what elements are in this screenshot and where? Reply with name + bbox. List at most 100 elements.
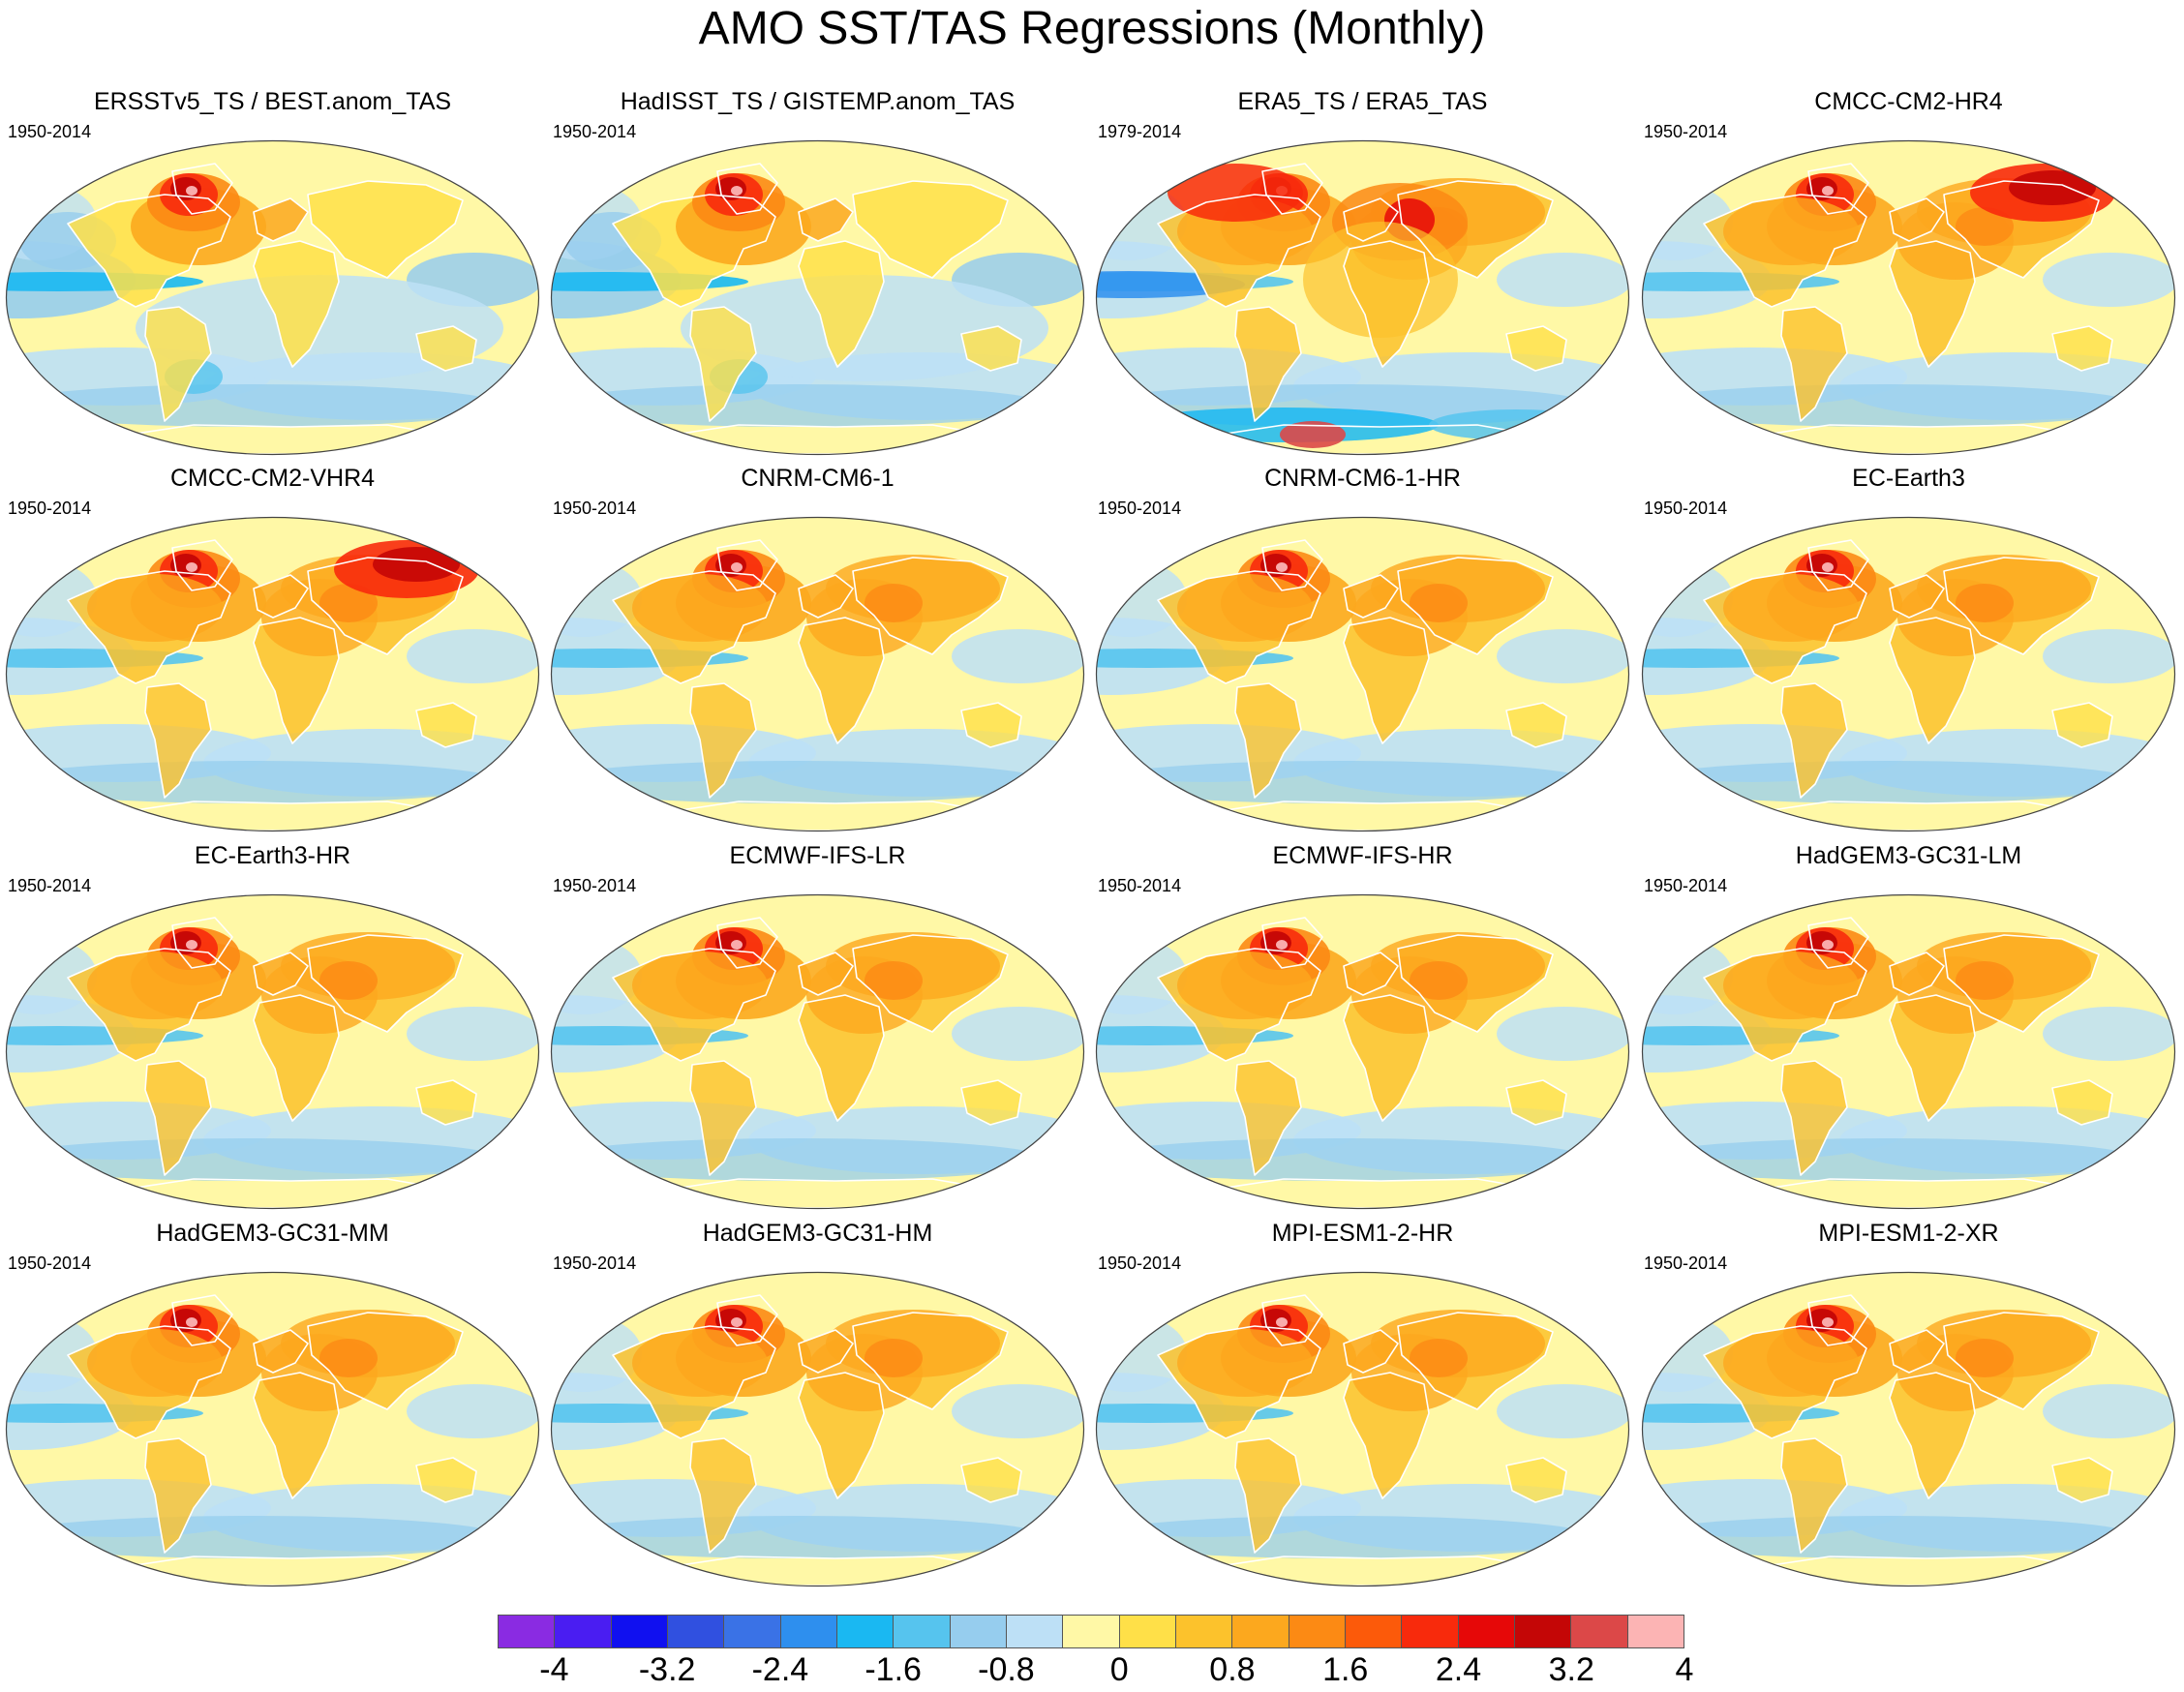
robinson-map xyxy=(1095,516,1630,832)
colorbar-tick-label: 0 xyxy=(1109,1651,1129,1688)
panel-title: CNRM-CM6-1 xyxy=(741,465,895,492)
colorbar-tick-label: -0.8 xyxy=(978,1651,1035,1688)
robinson-map xyxy=(550,1271,1085,1587)
panels-grid: ERSSTv5_TS / BEST.anom_TAS 1950-2014 HadIS… xyxy=(0,88,2181,1598)
panel-title: MPI-ESM1-2-XR xyxy=(1818,1220,1999,1247)
panel-title: HadGEM3-GC31-LM xyxy=(1795,842,2022,869)
panel-period: 1950-2014 xyxy=(8,876,92,895)
panel-title: CMCC-CM2-HR4 xyxy=(1814,88,2003,115)
regression-field xyxy=(1096,1272,1629,1586)
panel-title: HadGEM3-GC31-HM xyxy=(702,1220,933,1247)
robinson-map xyxy=(550,516,1085,832)
colorbar-box xyxy=(1288,1615,1346,1648)
colorbar-tick-label: -1.6 xyxy=(864,1651,922,1688)
colorbar-box xyxy=(1457,1615,1515,1648)
map-panel: ERA5_TS / ERA5_TAS 1979-2014 xyxy=(1090,88,1635,467)
map-panel: MPI-ESM1-2-XR 1950-2014 xyxy=(1636,1220,2181,1598)
colorbar-box xyxy=(1005,1615,1064,1648)
regression-field xyxy=(551,1272,1084,1586)
robinson-map xyxy=(550,139,1085,456)
colorbar-box xyxy=(1062,1615,1120,1648)
map-panel: ERSSTv5_TS / BEST.anom_TAS 1950-2014 xyxy=(0,88,545,467)
regression-field xyxy=(1642,894,2175,1209)
colorbar-box xyxy=(1344,1615,1403,1648)
colorbar: -4 -3.2 -2.4 -1.6 -0.8 0 0.8 1.6 2.4 3.2 4 xyxy=(498,1615,1693,1692)
robinson-map xyxy=(5,139,540,456)
colorbar-boxes xyxy=(498,1615,1684,1648)
colorbar-box xyxy=(835,1615,895,1648)
robinson-map xyxy=(1641,893,2176,1210)
panel-title: MPI-ESM1-2-HR xyxy=(1271,1220,1454,1247)
map-panel: CMCC-CM2-VHR4 1950-2014 xyxy=(0,465,545,843)
regression-field xyxy=(6,1272,539,1586)
map-panel: CNRM-CM6-1-HR 1950-2014 xyxy=(1090,465,1635,843)
panel-period: 1950-2014 xyxy=(8,122,92,141)
colorbar-tick-label: 3.2 xyxy=(1548,1651,1594,1688)
colorbar-box xyxy=(1570,1615,1628,1648)
regression-field xyxy=(6,894,539,1209)
colorbar-tick-label: -2.4 xyxy=(751,1651,809,1688)
regression-field xyxy=(1642,517,2175,831)
robinson-map xyxy=(1095,893,1630,1210)
panel-period: 1950-2014 xyxy=(553,122,637,141)
map-panel: CNRM-CM6-1 1950-2014 xyxy=(545,465,1090,843)
colorbar-tick-label: -4 xyxy=(539,1651,569,1688)
page-title: AMO SST/TAS Regressions (Monthly) xyxy=(698,3,1486,54)
map-panel: HadGEM3-GC31-HM 1950-2014 xyxy=(545,1220,1090,1598)
colorbar-tick-label: 4 xyxy=(1675,1651,1694,1688)
panel-period: 1950-2014 xyxy=(8,1254,92,1273)
panel-period: 1950-2014 xyxy=(553,499,637,518)
regression-field xyxy=(6,140,539,455)
panel-title: CMCC-CM2-VHR4 xyxy=(169,465,376,492)
map-panel: HadISST_TS / GISTEMP.anom_TAS 1950-2014 xyxy=(545,88,1090,467)
map-panel: ECMWF-IFS-LR 1950-2014 xyxy=(545,842,1090,1221)
panel-period: 1950-2014 xyxy=(1098,499,1182,518)
panel-title: HadGEM3-GC31-MM xyxy=(156,1220,389,1247)
regression-field xyxy=(1642,140,2175,455)
colorbar-box xyxy=(1513,1615,1572,1648)
panel-period: 1950-2014 xyxy=(553,876,637,895)
map-panel: CMCC-CM2-HR4 1950-2014 xyxy=(1636,88,2181,467)
colorbar-box xyxy=(1118,1615,1176,1648)
colorbar-tick-label: 0.8 xyxy=(1209,1651,1256,1688)
map-panel: HadGEM3-GC31-LM 1950-2014 xyxy=(1636,842,2181,1221)
panel-period: 1979-2014 xyxy=(1098,122,1182,141)
regression-field xyxy=(1096,517,1629,831)
robinson-map xyxy=(550,893,1085,1210)
regression-field xyxy=(6,517,539,831)
colorbar-box xyxy=(666,1615,725,1648)
robinson-map xyxy=(5,893,540,1210)
regression-field xyxy=(1642,1272,2175,1586)
panel-period: 1950-2014 xyxy=(1098,1254,1182,1273)
colorbar-box xyxy=(1174,1615,1233,1648)
colorbar-box xyxy=(723,1615,781,1648)
panel-period: 1950-2014 xyxy=(1644,122,1728,141)
panel-title: ECMWF-IFS-LR xyxy=(729,842,906,869)
panel-title: EC-Earth3 xyxy=(1852,465,1965,492)
panel-title: CNRM-CM6-1-HR xyxy=(1264,465,1461,492)
panel-period: 1950-2014 xyxy=(1644,876,1728,895)
map-panel: HadGEM3-GC31-MM 1950-2014 xyxy=(0,1220,545,1598)
colorbar-box xyxy=(949,1615,1007,1648)
colorbar-box xyxy=(554,1615,612,1648)
robinson-map xyxy=(1095,1271,1630,1587)
panel-period: 1950-2014 xyxy=(1644,1254,1728,1273)
robinson-map xyxy=(5,1271,540,1587)
colorbar-box xyxy=(893,1615,951,1648)
regression-field xyxy=(551,140,1084,455)
panel-period: 1950-2014 xyxy=(553,1254,637,1273)
regression-field xyxy=(1096,140,1629,455)
panel-period: 1950-2014 xyxy=(8,499,92,518)
map-panel: EC-Earth3 1950-2014 xyxy=(1636,465,2181,843)
map-panel: EC-Earth3-HR 1950-2014 xyxy=(0,842,545,1221)
colorbar-box xyxy=(498,1615,556,1648)
panel-period: 1950-2014 xyxy=(1644,499,1728,518)
robinson-map xyxy=(1095,139,1630,456)
colorbar-box xyxy=(1626,1615,1684,1648)
panel-title: HadISST_TS / GISTEMP.anom_TAS xyxy=(620,88,1016,115)
panel-title: EC-Earth3-HR xyxy=(194,842,351,869)
colorbar-tick-label: -3.2 xyxy=(638,1651,696,1688)
regression-field xyxy=(551,517,1084,831)
colorbar-box xyxy=(1231,1615,1289,1648)
robinson-map xyxy=(5,516,540,832)
